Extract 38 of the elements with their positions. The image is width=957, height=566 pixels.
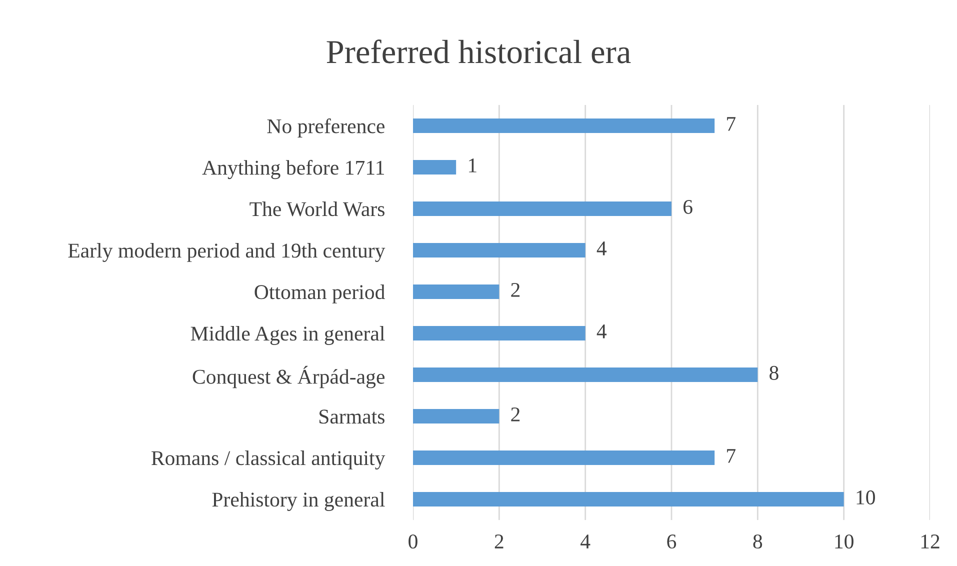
y-tick-label: Romans / classical antiquity <box>151 450 386 470</box>
bar <box>413 160 456 175</box>
bar <box>413 118 715 134</box>
y-tick-label: No preference <box>267 118 384 138</box>
data-label: 4 <box>596 242 607 256</box>
x-tick-label: 8 <box>753 534 762 549</box>
bar <box>413 367 758 382</box>
bar <box>413 408 500 424</box>
chart-title: Preferred historical era <box>326 40 631 64</box>
data-label: 7 <box>727 117 736 131</box>
bar <box>413 492 844 507</box>
y-tick-label: Conquest & Árpád-age <box>192 366 384 388</box>
data-label: 10 <box>856 490 875 504</box>
x-tick-label: 6 <box>667 534 676 549</box>
y-tick-label: Early modern period and 19th century <box>68 243 386 262</box>
bar <box>413 450 715 466</box>
data-label: 1 <box>469 158 476 172</box>
y-tick-label: Sarmats <box>319 410 384 424</box>
y-tick-label: The World Wars <box>250 202 384 216</box>
y-tick-label: Middle Ages in general <box>190 326 385 345</box>
bar <box>413 326 586 341</box>
bar <box>413 242 586 258</box>
data-label: 2 <box>511 282 520 297</box>
data-label: 8 <box>770 366 778 380</box>
data-label: 2 <box>511 407 520 422</box>
x-tick-label: 12 <box>921 534 940 548</box>
y-tick-label: Anything before 1711 <box>202 160 384 180</box>
data-label: 6 <box>684 200 692 214</box>
x-tick-label: 2 <box>494 534 504 548</box>
x-tick-label: 10 <box>835 534 854 549</box>
data-label: 7 <box>727 449 736 463</box>
x-tick-label: 4 <box>580 534 590 548</box>
x-tick-label: 0 <box>408 534 418 549</box>
y-tick-label: Prehistory in general <box>212 492 385 511</box>
data-label: 4 <box>596 324 607 338</box>
y-tick-label: Ottoman period <box>254 284 385 304</box>
bar <box>413 201 672 216</box>
bar <box>413 284 500 300</box>
